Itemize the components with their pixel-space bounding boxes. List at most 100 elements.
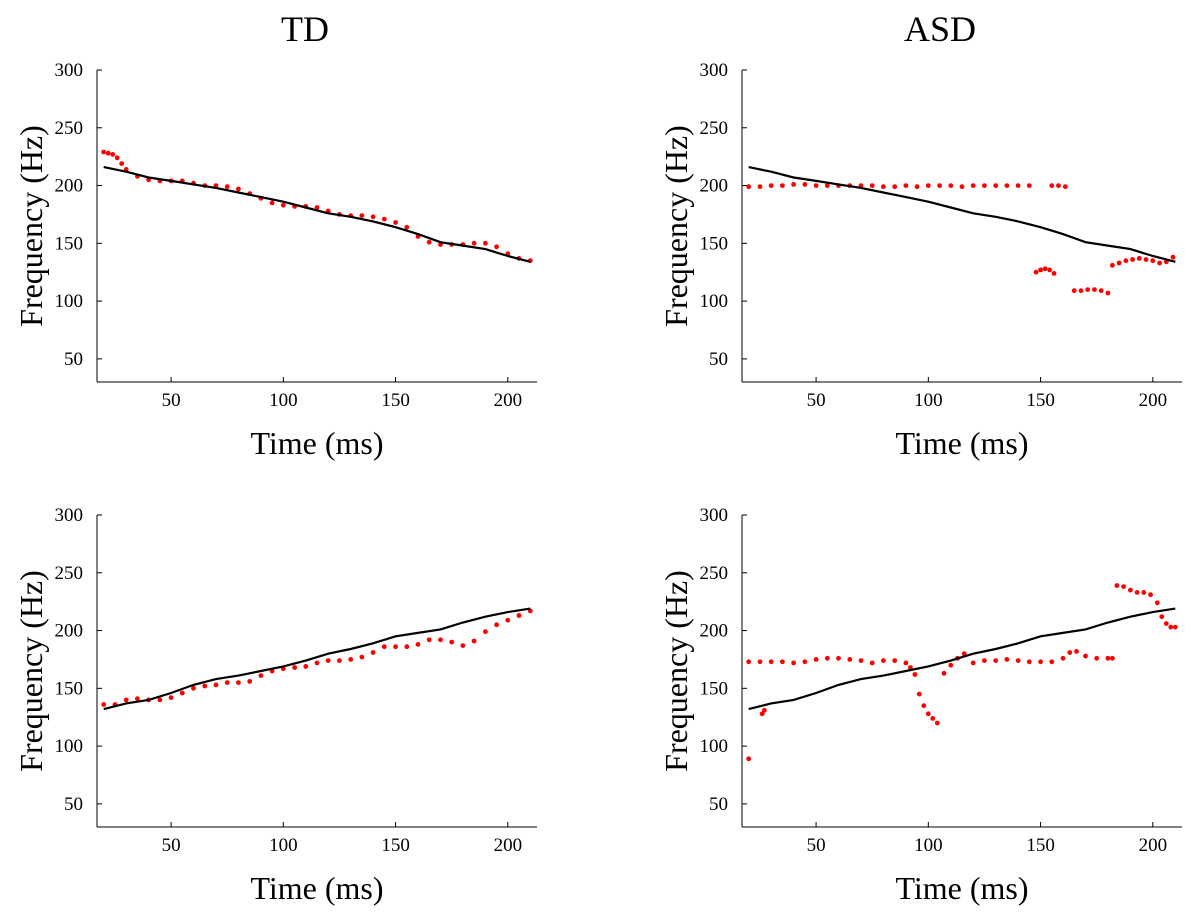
chart-td-bottom: 50 100 150 200 250 300 50 100 150 200 Time (ms) Fre… (13, 505, 537, 906)
f0-point (1094, 655, 1100, 661)
x-tick-label: 50 (162, 390, 181, 411)
f0-point (813, 657, 819, 662)
f0-point (1092, 287, 1097, 292)
f0-point (1105, 655, 1111, 661)
chart-asd-bottom: 50 100 150 200 250 300 50 100 150 200 Time (ms) Fre… (658, 505, 1182, 906)
f0-point (791, 660, 796, 666)
f0-point (494, 244, 499, 250)
f0-point (213, 682, 219, 688)
f0-point (1078, 288, 1084, 294)
f0-point (135, 696, 140, 702)
f0-point (1004, 183, 1010, 189)
f0-point (1172, 624, 1178, 630)
f0-point (1051, 271, 1057, 276)
chart-asd-top: 50 100 150 200 250 300 50 100 150 200 Time (ms) Fre… (658, 60, 1182, 461)
f0-point (426, 239, 432, 245)
f0-point (359, 213, 365, 219)
f0-point (757, 659, 763, 665)
f0-point (1150, 258, 1156, 264)
y-tick-label: 300 (55, 60, 84, 81)
x-tick-label: 50 (807, 835, 826, 856)
y-tick-label: 150 (55, 678, 84, 699)
f0-point (836, 655, 841, 661)
f0-point (404, 644, 410, 650)
y-tick-label: 50 (64, 349, 83, 370)
f0-point (381, 644, 387, 650)
x-tick-label: 200 (1139, 835, 1168, 856)
f0-point (114, 155, 120, 161)
f0-point (381, 216, 387, 222)
f0-point (1168, 624, 1174, 630)
y-tick-label: 200 (700, 621, 729, 642)
f0-point (1015, 183, 1021, 189)
f0-point (824, 655, 830, 661)
f0-point (982, 183, 987, 189)
f0-point (1116, 260, 1122, 266)
f0-point (746, 659, 752, 665)
f0-point (1062, 184, 1068, 190)
f0-point (1123, 258, 1129, 264)
f0-point (762, 707, 767, 713)
y-tick-label: 150 (700, 678, 729, 699)
f0-point (881, 658, 886, 663)
f0-point (970, 660, 976, 666)
f0-point (802, 182, 808, 187)
f0-point (916, 691, 922, 697)
f0-point (746, 756, 752, 762)
f0-point (1098, 288, 1104, 294)
f0-point (415, 642, 421, 647)
x-axis-label: Time (ms) (895, 425, 1028, 461)
f0-point (370, 650, 376, 655)
f0-point (1026, 659, 1032, 665)
y-tick-label: 100 (700, 291, 729, 312)
y-tick-label: 250 (700, 563, 729, 584)
x-tick-label: 200 (494, 390, 523, 411)
f0-point (119, 161, 125, 166)
f0-point (494, 622, 499, 628)
f0-point (937, 183, 942, 189)
f0-point (269, 200, 275, 206)
y-tick-label: 150 (55, 233, 84, 254)
f0-point (460, 643, 466, 648)
f0-point (757, 184, 763, 190)
f0-point (925, 711, 931, 717)
x-tick-label: 100 (269, 835, 298, 856)
f0-point (224, 184, 230, 190)
x-axis-label: Time (ms) (250, 870, 383, 906)
y-tick-label: 50 (709, 349, 728, 370)
f0-point (157, 697, 163, 703)
fit-line (748, 607, 1176, 711)
f0-point (869, 660, 875, 666)
f0-point (934, 720, 940, 726)
f0-point (370, 214, 376, 220)
f0-point (1056, 183, 1061, 189)
f0-point (847, 657, 853, 662)
y-tick-label: 300 (700, 60, 729, 81)
f0-point (1130, 257, 1135, 262)
f0-point (1049, 659, 1055, 665)
f0-point (1060, 655, 1066, 661)
f0-point (914, 184, 920, 190)
f0-point (892, 184, 898, 190)
f0-point (483, 240, 488, 246)
f0-point (179, 690, 185, 696)
x-tick-label: 100 (914, 835, 943, 856)
y-tick-label: 50 (709, 794, 728, 815)
f0-point (110, 152, 116, 157)
f0-point (948, 662, 954, 668)
f0-point (802, 659, 808, 665)
f0-point (813, 183, 819, 189)
chart-td-top: 50 100 150 200 250 300 50 100 150 200 Time (ms) Fre… (13, 60, 537, 461)
f0-point (858, 658, 864, 663)
f0-point (1047, 267, 1052, 273)
y-tick-label: 200 (700, 176, 729, 197)
f0-point (393, 220, 398, 225)
f0-point (101, 702, 107, 707)
f0-point (970, 183, 976, 189)
x-tick-label: 50 (162, 835, 181, 856)
f0-point (1015, 658, 1021, 663)
f0-point (759, 711, 765, 717)
f0-point (1110, 655, 1115, 661)
f0-point (1121, 584, 1126, 589)
x-tick-label: 150 (381, 390, 410, 411)
